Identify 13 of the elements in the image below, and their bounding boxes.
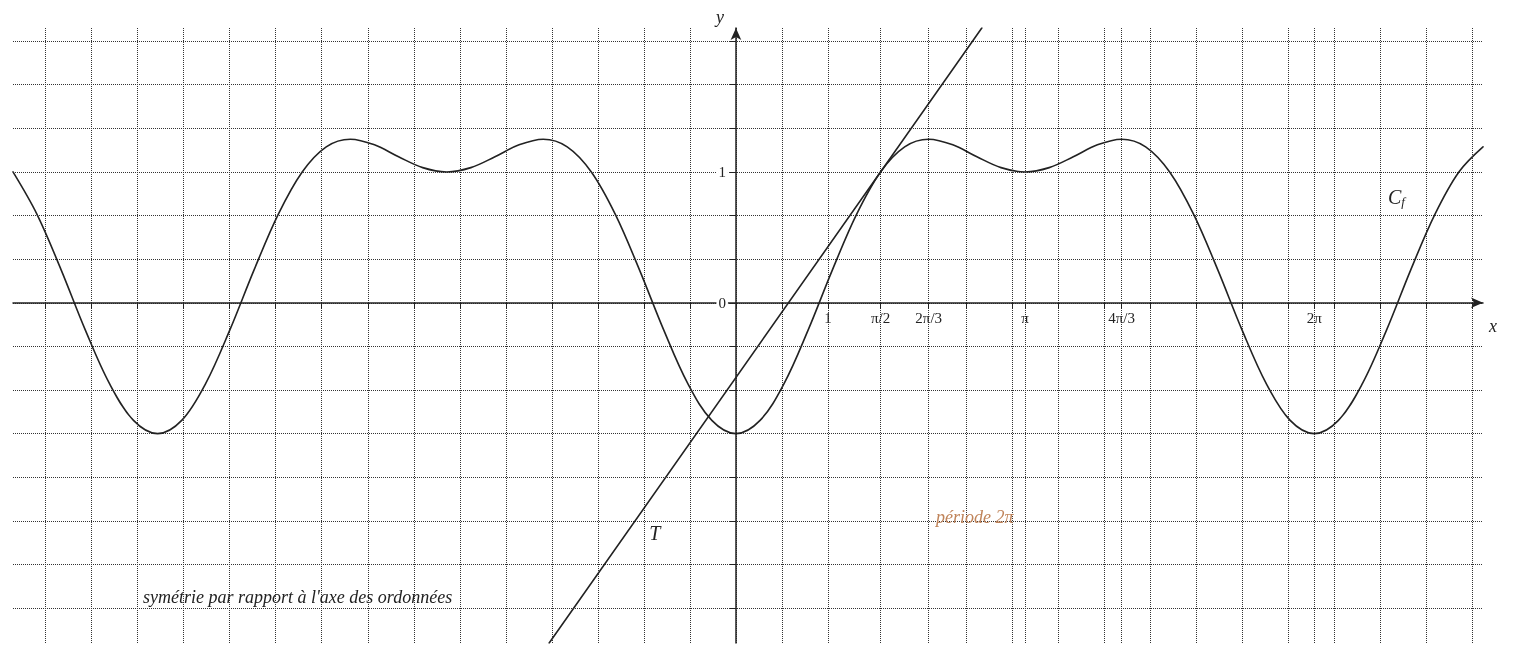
x-tick-label: π: [1021, 310, 1030, 327]
series-label: Cf: [1388, 186, 1408, 209]
annotation: symétrie par rapport à l'axe des ordonnées: [143, 587, 453, 607]
y-axis-title: y: [713, 7, 724, 27]
x-axis-title: x: [1488, 315, 1497, 336]
x-tick-label: π/2: [870, 310, 891, 327]
x-tick-label: 1: [824, 310, 832, 327]
x-tick-label: 2π: [1306, 310, 1323, 327]
annotation: période 2π: [933, 506, 1015, 527]
series-label: T: [649, 522, 663, 544]
y-tick-label: 0: [718, 294, 726, 311]
x-tick-label: 2π/3: [915, 310, 943, 327]
x-tick-label: 4π/3: [1108, 310, 1135, 327]
